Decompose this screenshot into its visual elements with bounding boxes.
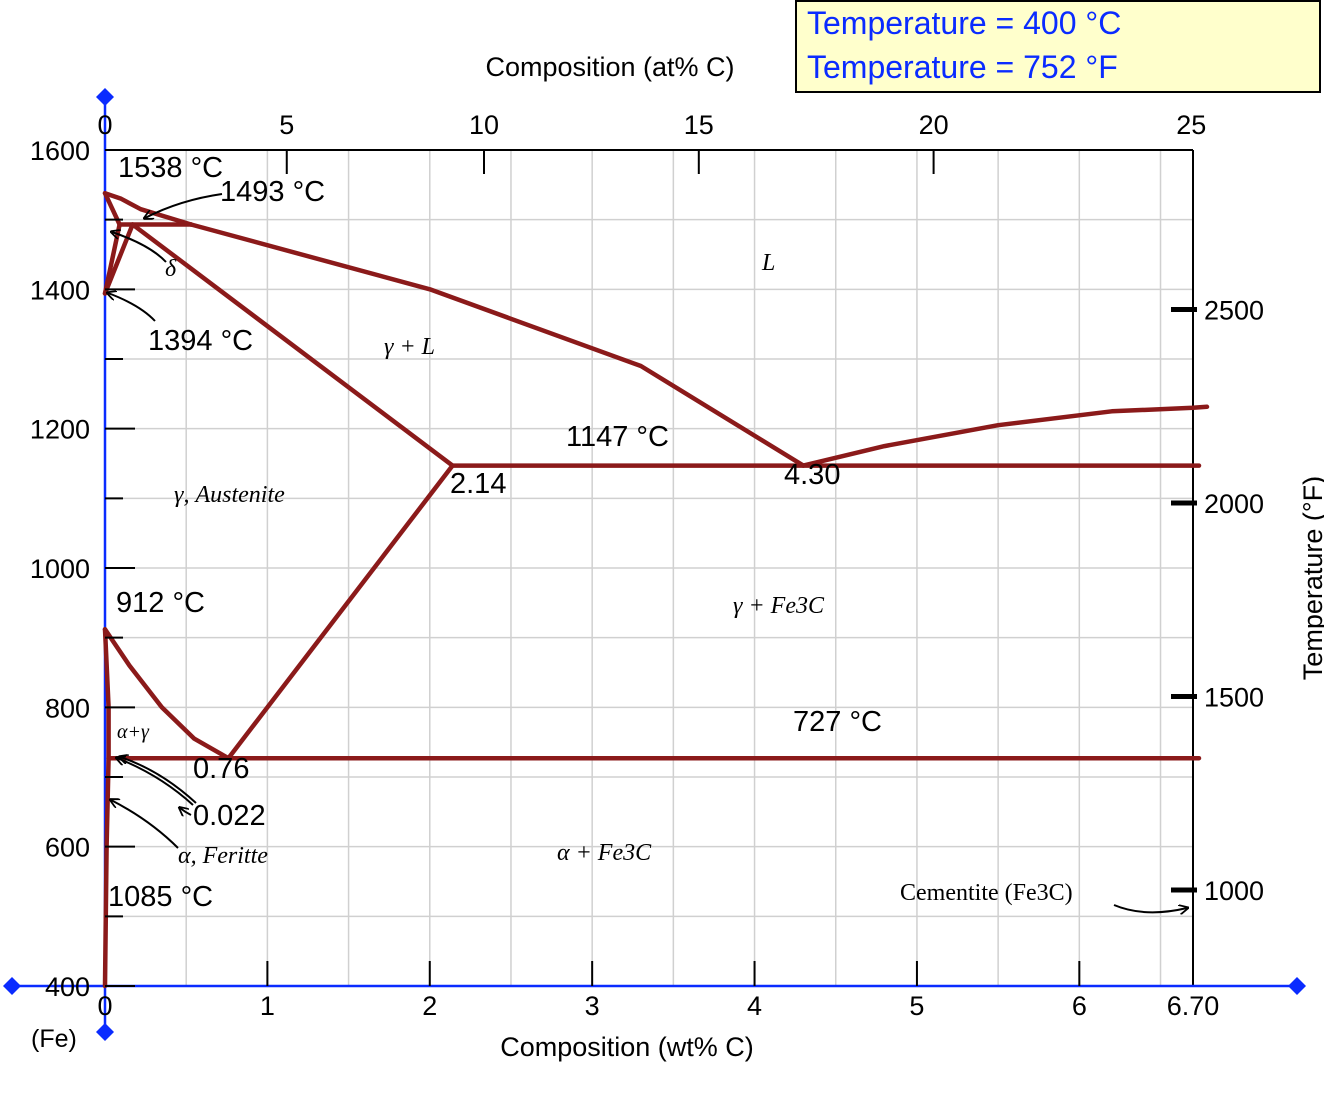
y-right-tick-label: 1500	[1204, 682, 1264, 712]
y-axis-handle-top-icon	[96, 88, 114, 106]
annotation-t912: 912 °C	[116, 587, 205, 619]
x-tick-label: 1	[260, 991, 275, 1021]
annotation-ferrite: α, Feritte	[178, 843, 268, 869]
phase-boundary-a3	[102, 627, 231, 761]
annotation-c430: 4.30	[784, 459, 840, 491]
annotation-t1147: 1147 °C	[566, 421, 669, 453]
y-tick-label: 1200	[30, 415, 90, 445]
annotation-c0022: 0.022	[193, 800, 266, 832]
x-tick-label: 5	[909, 991, 924, 1021]
annotation-cementite: Cementite (Fe3C)	[900, 880, 1073, 906]
x-top-axis-title: Composition (at% C)	[485, 52, 734, 82]
x-top-tick-label: 0	[97, 110, 112, 140]
y-tick-label: 1400	[30, 275, 90, 305]
x-tick-label: 6.70	[1167, 991, 1220, 1021]
annotation-t1394: 1394 °C	[148, 325, 253, 357]
phase-boundary-acm	[226, 463, 455, 761]
arrow-delta	[112, 232, 167, 263]
annotation-c076: 0.76	[193, 753, 249, 785]
x-top-tick-label: 15	[684, 110, 714, 140]
y-right-tick-label: 1000	[1204, 876, 1264, 906]
temperature-celsius: Temperature = 400 °C	[807, 5, 1122, 41]
x-tick-label: 4	[747, 991, 762, 1021]
y-right-tick-label: 2000	[1204, 489, 1264, 519]
annotation-austenite: γ, Austenite	[174, 482, 285, 508]
y-tick-label: 1600	[30, 136, 90, 166]
x-origin-label: (Fe)	[31, 1025, 77, 1053]
arrow-cementite	[1113, 904, 1187, 912]
x-top-tick-label: 5	[279, 110, 294, 140]
arrow-0022-stub	[180, 808, 192, 815]
x-tick-label: 0	[97, 991, 112, 1021]
axis-ticks: 0 1 2 3 4 5 6 6.70 0 5 10 15 20 25 400 600 800 1000 1200 14…	[30, 110, 1264, 1021]
temperature-fahrenheit: Temperature = 752 °F	[807, 49, 1118, 85]
annotation-alphaFe3C: α + Fe3C	[557, 840, 652, 866]
annotation-L: L	[761, 250, 775, 276]
y-axis-handle-bottom-icon	[96, 1023, 114, 1041]
y-tick-label: 600	[45, 833, 90, 863]
phase-boundary-delta_gamma_lower	[102, 222, 135, 296]
arrow-ferrite	[111, 800, 179, 849]
phase-boundaries	[102, 190, 1210, 989]
y-tick-label: 1000	[30, 554, 90, 584]
arrow-1394	[108, 293, 156, 322]
x-tick-label: 3	[585, 991, 600, 1021]
annotation-alphagamma: α+γ	[117, 721, 150, 743]
x-top-tick-label: 20	[919, 110, 949, 140]
x-top-tick-label: 25	[1176, 110, 1206, 140]
arrow-1493	[145, 193, 223, 218]
annotation-gammaFe3C: γ + Fe3C	[733, 593, 825, 619]
grid-lines	[105, 150, 1193, 986]
phase-boundary-liquidus_delta	[102, 190, 194, 227]
temperature-readout: Temperature = 400 °C Temperature = 752 °…	[795, 0, 1321, 93]
annotation-c214: 2.14	[450, 468, 506, 500]
phase-boundary-liquidus_hyper	[801, 404, 1210, 468]
x-axis-title: Composition (wt% C)	[500, 1032, 754, 1062]
phase-boundary-liquidus_hypo	[188, 222, 806, 468]
x-top-tick-label: 10	[469, 110, 499, 140]
x-tick-label: 6	[1072, 991, 1087, 1021]
y-right-axis-title: Temperature (°F)	[1298, 476, 1324, 680]
y-tick-label: 400	[45, 972, 90, 1002]
annotation-t727: 727 °C	[793, 706, 882, 738]
phase-boundary-solidus_gamma	[130, 222, 455, 468]
y-tick-label: 800	[45, 693, 90, 723]
arrow-076	[120, 757, 197, 804]
arrow-0022	[117, 758, 194, 806]
annotation-gammaL: γ + L	[384, 334, 435, 360]
x-axis-handle-right-icon	[1288, 977, 1306, 995]
y-right-tick-label: 2500	[1204, 295, 1264, 325]
annotation-delta: δ	[165, 256, 177, 282]
x-tick-label: 2	[422, 991, 437, 1021]
annotation-t1085: 1085 °C	[108, 881, 213, 913]
x-axis-handle-left-icon	[3, 977, 21, 995]
annotation-t1493: 1493 °C	[220, 176, 325, 208]
annotation-t1538: 1538 °C	[118, 152, 223, 184]
